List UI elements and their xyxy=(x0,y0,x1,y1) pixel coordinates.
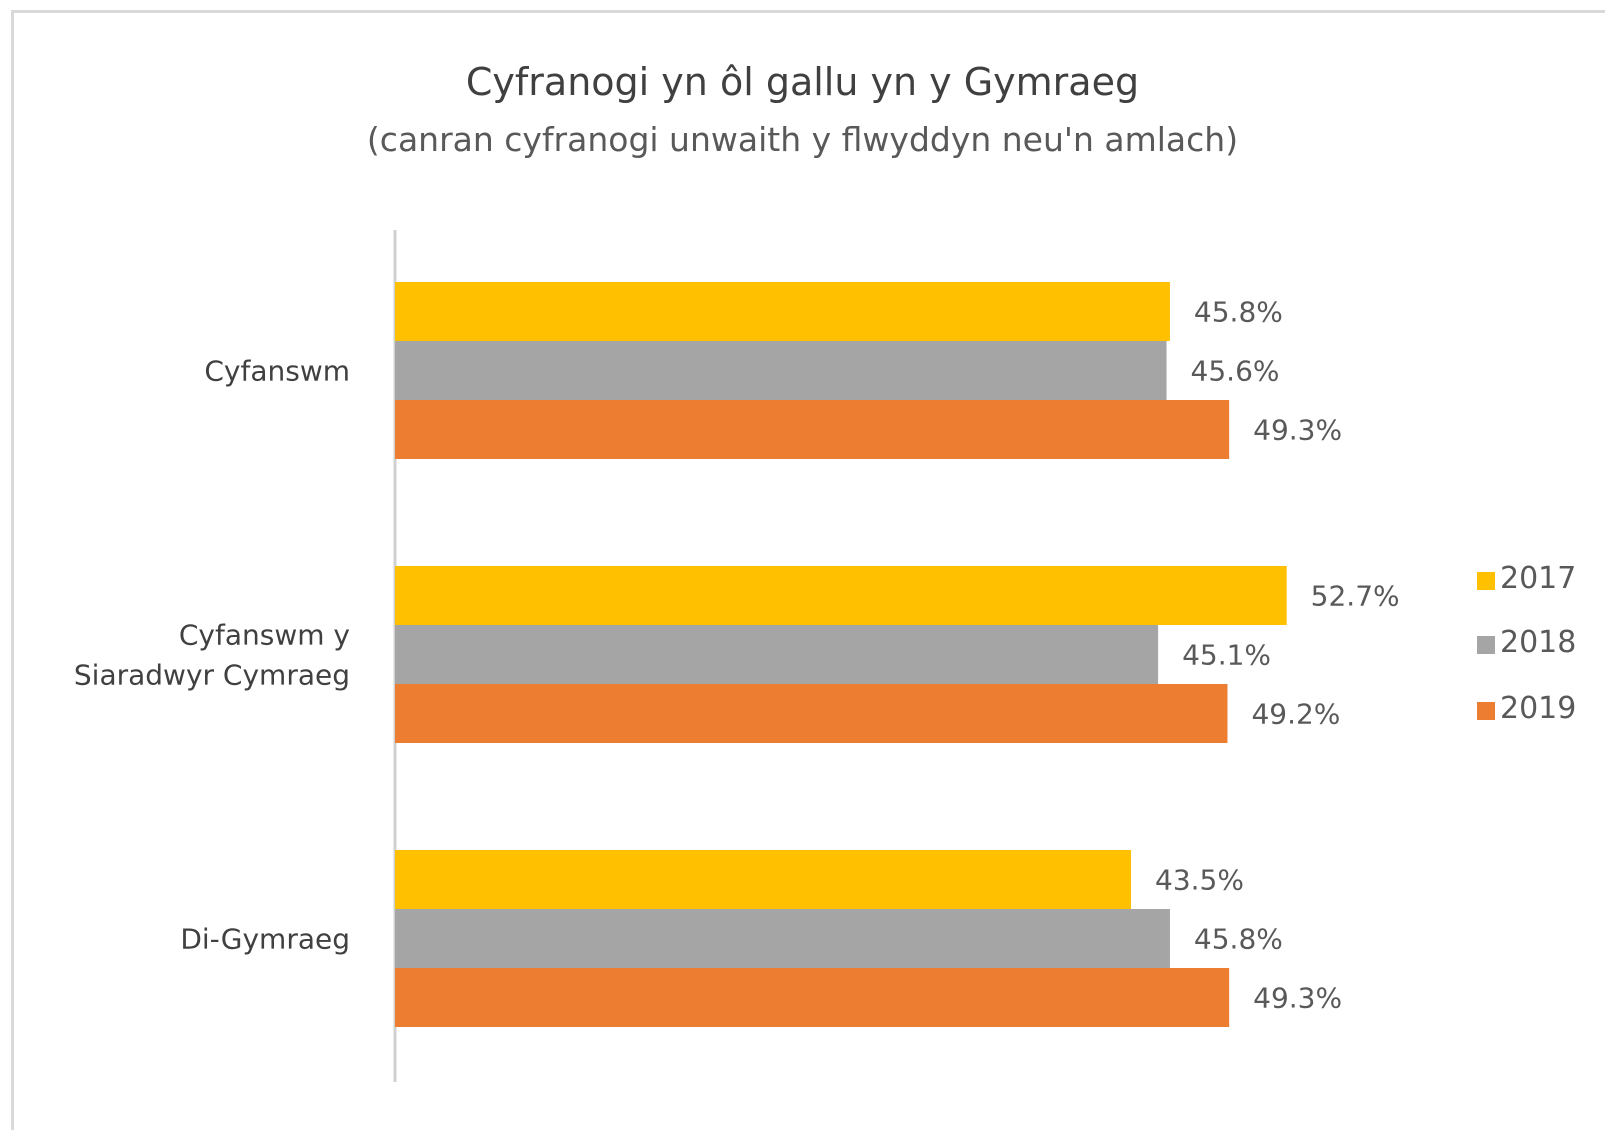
bar-2017 xyxy=(395,850,1132,909)
bar-2019 xyxy=(395,968,1230,1027)
legend-swatch-2017 xyxy=(1477,572,1495,590)
data-label: 49.2% xyxy=(1251,698,1340,731)
bar-2018 xyxy=(395,341,1167,400)
bar-2018 xyxy=(395,909,1170,968)
legend-swatch-2018 xyxy=(1477,636,1495,654)
data-label: 52.7% xyxy=(1311,580,1400,613)
legend-label: 2017 xyxy=(1500,561,1576,596)
chart-frame xyxy=(11,10,1605,1130)
legend-swatch-2019 xyxy=(1477,702,1495,720)
category-label: Cyfanswm xyxy=(204,355,350,388)
data-label: 45.8% xyxy=(1194,296,1283,329)
bar-2019 xyxy=(395,684,1228,743)
legend-label: 2019 xyxy=(1500,691,1576,726)
data-label: 45.1% xyxy=(1182,639,1271,672)
data-label: 49.3% xyxy=(1253,982,1342,1015)
bar-2017 xyxy=(395,282,1170,341)
data-label: 43.5% xyxy=(1155,864,1244,897)
category-label: Cyfanswm y xyxy=(179,619,350,652)
chart-subtitle: (canran cyfranogi unwaith y flwyddyn neu… xyxy=(366,120,1239,159)
bar-2018 xyxy=(395,625,1159,684)
data-label: 45.8% xyxy=(1194,923,1283,956)
chart-title: Cyfranogi yn ôl gallu yn y Gymraeg xyxy=(465,60,1140,104)
legend-label: 2018 xyxy=(1500,625,1576,660)
data-label: 45.6% xyxy=(1191,355,1280,388)
bar-2019 xyxy=(395,400,1230,459)
category-label: Di-Gymraeg xyxy=(180,923,350,956)
bar-2017 xyxy=(395,566,1287,625)
category-label: Siaradwyr Cymraeg xyxy=(74,659,350,692)
data-label: 49.3% xyxy=(1253,414,1342,447)
